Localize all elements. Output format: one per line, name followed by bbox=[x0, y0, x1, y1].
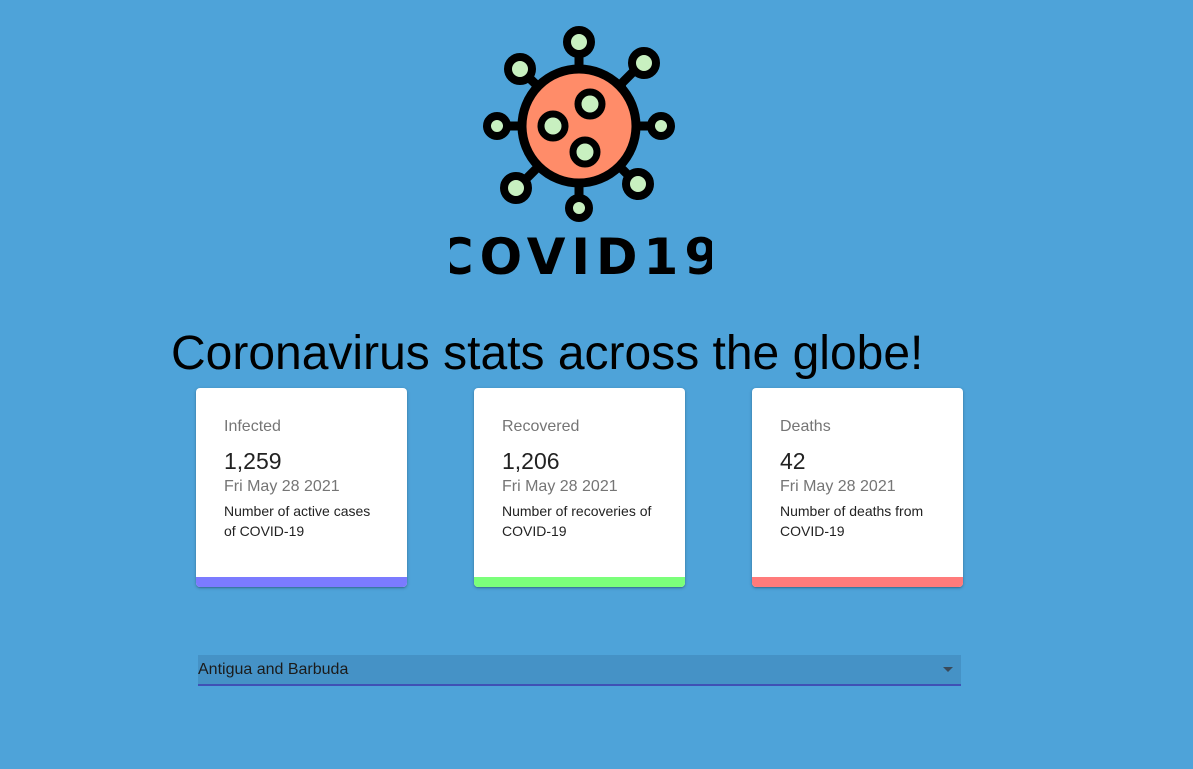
card-title: Infected bbox=[224, 418, 281, 435]
card-title: Recovered bbox=[502, 418, 580, 435]
card-accent-bar bbox=[474, 577, 685, 587]
card-description: Number of recoveries of COVID-19 bbox=[502, 503, 652, 539]
card-value: 1,206 bbox=[502, 448, 560, 474]
infected-card: Infected 1,259 Fri May 28 2021 Number of… bbox=[196, 388, 407, 587]
card-accent-bar bbox=[196, 577, 407, 587]
card-title: Deaths bbox=[780, 418, 831, 435]
card-value: 42 bbox=[780, 448, 806, 474]
card-value: 1,259 bbox=[224, 448, 282, 474]
card-date: Fri May 28 2021 bbox=[502, 478, 618, 495]
card-description: Number of deaths from COVID-19 bbox=[780, 503, 924, 539]
country-select[interactable]: Antigua and Barbuda bbox=[198, 655, 961, 686]
card-description: Number of active cases of COVID-19 bbox=[224, 503, 371, 539]
deaths-card: Deaths 42 Fri May 28 2021 Number of deat… bbox=[752, 388, 963, 587]
chevron-down-icon[interactable] bbox=[943, 667, 953, 672]
card-date: Fri May 28 2021 bbox=[780, 478, 896, 495]
card-accent-bar bbox=[752, 577, 963, 587]
virus-icon: COVID19 bbox=[450, 26, 712, 284]
svg-text:COVID19: COVID19 bbox=[450, 228, 712, 284]
country-select-value: Antigua and Barbuda bbox=[198, 661, 349, 678]
card-date: Fri May 28 2021 bbox=[224, 478, 340, 495]
page-title: Coronavirus stats across the globe! bbox=[171, 327, 924, 380]
recovered-card: Recovered 1,206 Fri May 28 2021 Number o… bbox=[474, 388, 685, 587]
covid19-logo: COVID19 bbox=[450, 22, 712, 284]
